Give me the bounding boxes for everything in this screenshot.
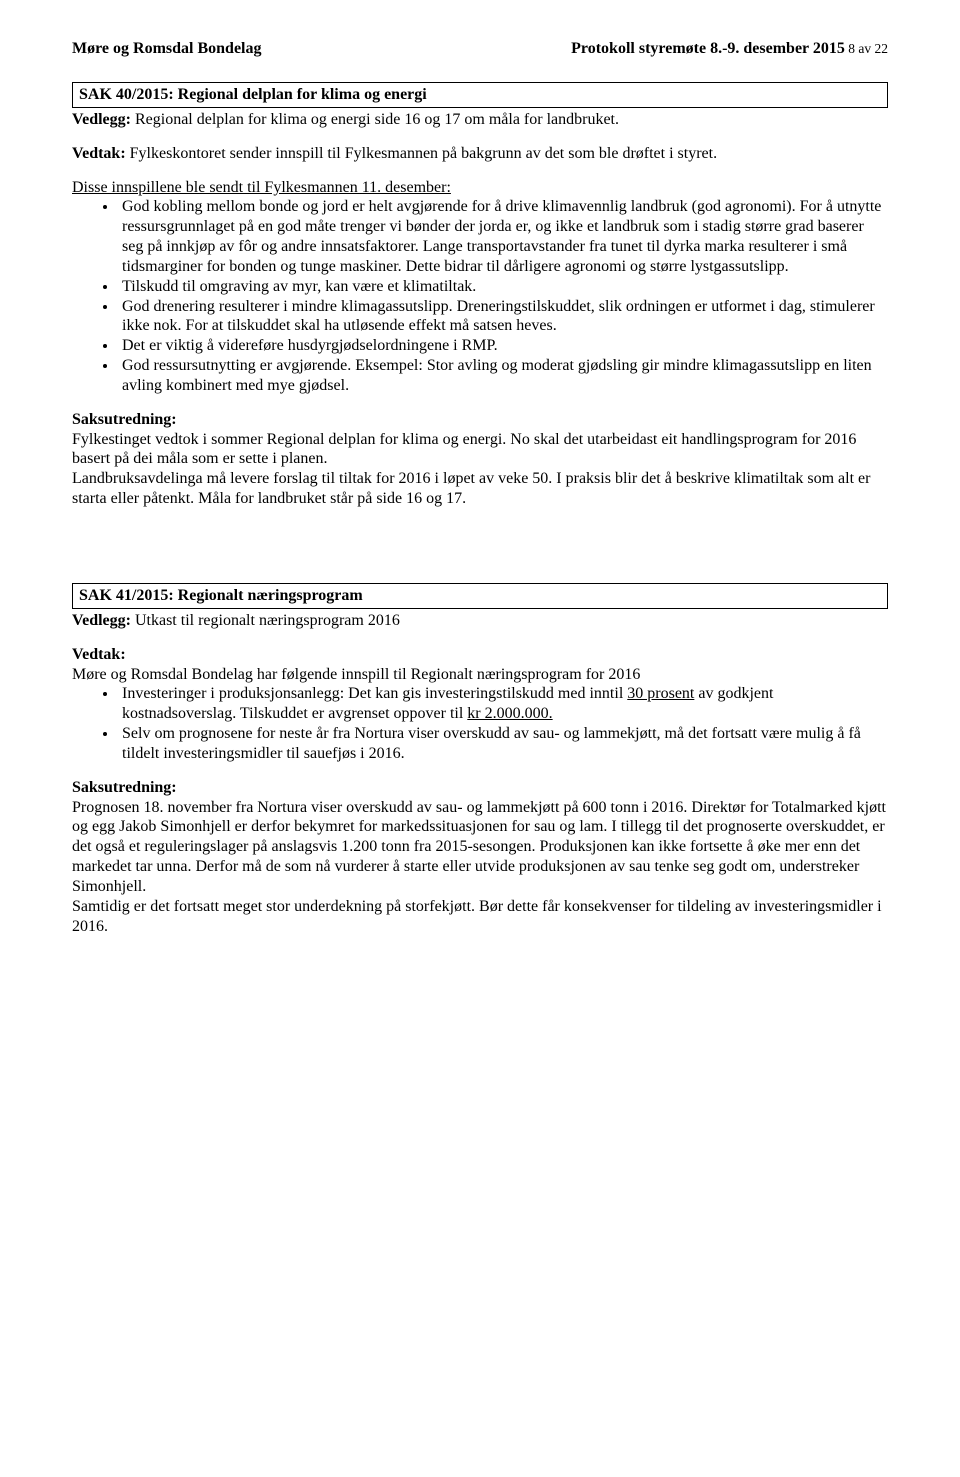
sak40-vedtak: Vedtak: Fylkeskontoret sender innspill t… <box>72 144 888 164</box>
sak40-saksutredning-block: Saksutredning: Fylkestinget vedtok i som… <box>72 410 888 509</box>
sak40-bullet: Det er viktig å videreføre husdyrgjødsel… <box>118 336 888 356</box>
sak41-vedtak-label: Vedtak: <box>72 645 888 665</box>
sak40-bullet: Tilskudd til omgraving av myr, kan være … <box>118 277 888 297</box>
sak40-innspill-block: Disse innspillene ble sendt til Fylkesma… <box>72 178 888 396</box>
page-header: Møre og Romsdal Bondelag Protokoll styre… <box>72 40 888 58</box>
sak41-vedlegg-label: Vedlegg: <box>72 612 131 629</box>
sak41-vedtak-block: Vedtak: Møre og Romsdal Bondelag har føl… <box>72 645 888 764</box>
sak40-innspill-intro: Disse innspillene ble sendt til Fylkesma… <box>72 178 888 198</box>
header-protocol: Protokoll styremøte 8.-9. desember 2015 … <box>571 40 888 58</box>
document-page: Møre og Romsdal Bondelag Protokoll styre… <box>0 0 960 1010</box>
sak40-saksutredning-label: Saksutredning: <box>72 410 888 430</box>
sak41-bullets: Investeringer i produksjonsanlegg: Det k… <box>72 684 888 763</box>
sak41-b1-pre: Investeringer i produksjonsanlegg: Det k… <box>122 685 627 702</box>
sak41-vedlegg: Vedlegg: Utkast til regionalt næringspro… <box>72 611 888 631</box>
sak40-vedlegg: Vedlegg: Regional delplan for klima og e… <box>72 110 888 130</box>
sak41-saksutredning-text: Prognosen 18. november fra Nortura viser… <box>72 798 888 937</box>
sak41-title: SAK 41/2015: Regionalt næringsprogram <box>79 587 881 605</box>
sak41-b1-u1: 30 prosent <box>627 685 694 702</box>
sak41-title-box: SAK 41/2015: Regionalt næringsprogram <box>72 583 888 609</box>
sak41-b1-u2: kr 2.000.000. <box>467 705 552 722</box>
sak40-vedlegg-label: Vedlegg: <box>72 111 131 128</box>
sak40-vedtak-label: Vedtak: <box>72 145 126 162</box>
sak41-vedlegg-text: Utkast til regionalt næringsprogram 2016 <box>131 612 400 629</box>
sak40-saksutredning-text: Fylkestinget vedtok i sommer Regional de… <box>72 430 888 509</box>
sak40-vedtak-text: Fylkeskontoret sender innspill til Fylke… <box>126 145 717 162</box>
sak41-bullet: Selv om prognosene for neste år fra Nort… <box>118 724 888 764</box>
header-org-name: Møre og Romsdal Bondelag <box>72 40 261 58</box>
sak41-vedtak-intro: Møre og Romsdal Bondelag har følgende in… <box>72 665 888 685</box>
sak41-saksutredning-block: Saksutredning: Prognosen 18. november fr… <box>72 778 888 937</box>
section-gap <box>72 523 888 583</box>
sak40-vedlegg-text: Regional delplan for klima og energi sid… <box>131 111 619 128</box>
sak40-bullets: God kobling mellom bonde og jord er helt… <box>72 197 888 395</box>
sak40-title: SAK 40/2015: Regional delplan for klima … <box>79 86 881 104</box>
sak41-saksutredning-label: Saksutredning: <box>72 778 888 798</box>
sak40-bullet: God drenering resulterer i mindre klimag… <box>118 297 888 337</box>
sak40-bullet: God kobling mellom bonde og jord er helt… <box>118 197 888 276</box>
header-protocol-bold: Protokoll styremøte 8.-9. desember 2015 <box>571 40 845 57</box>
header-page-count: 8 av 22 <box>845 41 888 56</box>
sak41-bullet: Investeringer i produksjonsanlegg: Det k… <box>118 684 888 724</box>
sak40-bullet: God ressursutnytting er avgjørende. Ekse… <box>118 356 888 396</box>
sak40-title-box: SAK 40/2015: Regional delplan for klima … <box>72 82 888 108</box>
